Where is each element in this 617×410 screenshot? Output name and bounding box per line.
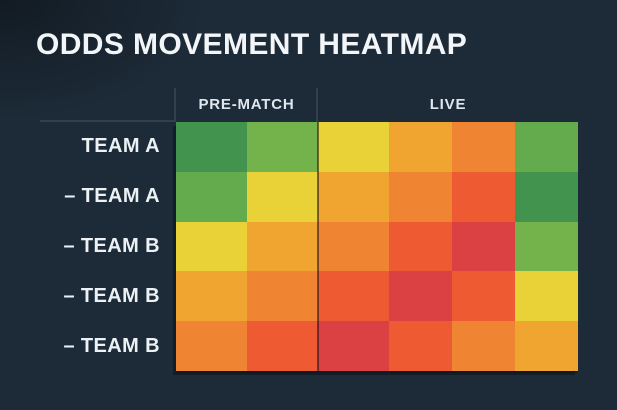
heatmap-cell-r5-c3 bbox=[318, 321, 389, 371]
column-group-label-live: LIVE bbox=[429, 96, 467, 113]
row-label-5: – TEAM B bbox=[63, 334, 160, 357]
heatmap-cell-r3-c1 bbox=[176, 221, 247, 272]
heatmap-cell-r2-c5 bbox=[452, 171, 515, 222]
heatmap-cell-r4-c5 bbox=[452, 271, 515, 322]
heatmap-cell-r5-c6 bbox=[515, 321, 578, 371]
heatmap-cell-r4-c2 bbox=[247, 271, 318, 322]
heatmap-cell-r5-c1 bbox=[176, 321, 247, 371]
row-label-1: TEAM A bbox=[81, 135, 160, 158]
heatmap-cell-r1-c5 bbox=[452, 122, 515, 172]
page-title: ODDS MOVEMENT HEATMAP bbox=[36, 28, 468, 61]
heatmap-cell-r1-c2 bbox=[247, 122, 318, 172]
heatmap-cell-r4-c1 bbox=[176, 271, 247, 322]
row-labels-top-rule bbox=[40, 120, 175, 122]
heatmap-cell-r1-c1 bbox=[176, 122, 247, 172]
heatmap-cell-r5-c4 bbox=[389, 321, 452, 371]
header-tick-left bbox=[174, 88, 176, 122]
row-label-2: – TEAM A bbox=[64, 185, 160, 208]
heatmap-cell-r4-c3 bbox=[318, 271, 389, 322]
heatmap-cell-r2-c2 bbox=[247, 171, 318, 222]
heatmap-cell-r1-c6 bbox=[515, 122, 578, 172]
heatmap-cell-r5-c5 bbox=[452, 321, 515, 371]
heatmap-cell-r2-c3 bbox=[318, 171, 389, 222]
heatmap-cell-r3-c4 bbox=[389, 221, 452, 272]
heatmap-cell-r3-c5 bbox=[452, 221, 515, 272]
heatmap-cell-r2-c4 bbox=[389, 171, 452, 222]
header-tick-group-divider bbox=[316, 88, 318, 122]
row-labels: TEAM A – TEAM A – TEAM B – TEAM B – TEAM B bbox=[0, 122, 160, 371]
heatmap-cell-r3-c6 bbox=[515, 221, 578, 272]
group-divider-line bbox=[317, 122, 319, 371]
heatmap-cell-r1-c3 bbox=[318, 122, 389, 172]
heatmap-grid bbox=[176, 122, 578, 371]
row-label-3: – TEAM B bbox=[63, 234, 160, 257]
heatmap-cell-r5-c2 bbox=[247, 321, 318, 371]
row-label-4: – TEAM B bbox=[63, 284, 160, 307]
column-group-label-prematch: PRE-MATCH bbox=[198, 96, 295, 113]
heatmap-cell-r4-c6 bbox=[515, 271, 578, 322]
heatmap-cell-r2-c6 bbox=[515, 171, 578, 222]
heatmap-cell-r3-c3 bbox=[318, 221, 389, 272]
heatmap-cell-r3-c2 bbox=[247, 221, 318, 272]
heatmap-cell-r2-c1 bbox=[176, 171, 247, 222]
heatmap-cell-r1-c4 bbox=[389, 122, 452, 172]
heatmap-cell-r4-c4 bbox=[389, 271, 452, 322]
